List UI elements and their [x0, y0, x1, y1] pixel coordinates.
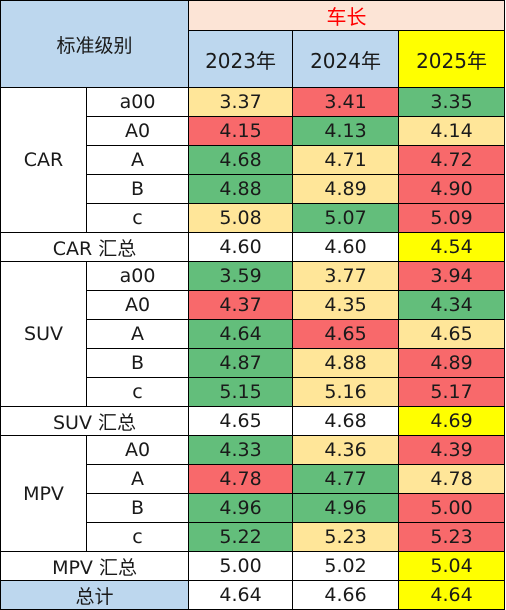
table-row: c 5.22 5.23 5.23 [1, 522, 506, 552]
level-cell: c [85, 203, 190, 233]
value-cell: 4.90 [398, 174, 506, 204]
level-cell: A0 [85, 290, 190, 320]
year-header-2025: 2025年 [398, 30, 506, 88]
value-cell: 5.00 [398, 493, 506, 523]
value-cell: 4.71 [292, 145, 400, 175]
summary-value-cell: 4.65 [188, 406, 294, 436]
value-cell: 5.17 [398, 377, 506, 407]
summary-value-cell: 5.00 [188, 551, 294, 581]
value-cell: 5.23 [292, 522, 400, 552]
table-row: MPV A0 4.33 4.36 4.39 [0, 435, 506, 552]
value-cell: 4.72 [398, 145, 506, 175]
value-cell: 4.78 [188, 464, 294, 494]
level-cell: A [85, 464, 190, 494]
table-row: A 4.78 4.77 4.78 [1, 464, 506, 494]
value-cell: 4.87 [188, 348, 294, 378]
total-value-cell: 4.64 [398, 580, 506, 610]
level-cell: B [85, 493, 190, 523]
summary-row: CAR 汇总 4.60 4.60 4.54 [0, 232, 506, 262]
summary-value-cell: 4.69 [398, 406, 506, 436]
summary-value-cell: 4.54 [398, 232, 506, 262]
summary-value-cell: 4.68 [292, 406, 400, 436]
table-row: SUV a00 3.59 3.77 3.94 [0, 261, 506, 407]
value-cell: 4.88 [188, 174, 294, 204]
total-value-cell: 4.64 [188, 580, 294, 610]
summary-value-cell: 5.02 [292, 551, 400, 581]
year-header-2023: 2023年 [188, 30, 294, 88]
value-cell: 4.34 [398, 290, 506, 320]
value-cell: 3.59 [188, 261, 294, 291]
value-cell: 5.08 [188, 203, 294, 233]
value-cell: 4.77 [292, 464, 400, 494]
level-cell: c [85, 522, 190, 552]
table-row: c 5.15 5.16 5.17 [1, 377, 506, 407]
value-cell: 4.37 [188, 290, 294, 320]
value-cell: 5.23 [398, 522, 506, 552]
level-cell: a00 [85, 261, 190, 291]
table-row: A 4.68 4.71 4.72 [1, 145, 506, 175]
summary-label: CAR 汇总 [0, 232, 190, 262]
value-cell: 4.89 [292, 174, 400, 204]
level-cell: A [85, 145, 190, 175]
value-cell: 5.09 [398, 203, 506, 233]
summary-label: MPV 汇总 [0, 551, 190, 581]
summary-row: SUV 汇总 4.65 4.68 4.69 [0, 406, 506, 436]
value-cell: 4.65 [398, 319, 506, 349]
total-value-cell: 4.66 [292, 580, 400, 610]
table-row: CAR a00 3.37 3.41 3.35 [0, 87, 506, 233]
value-cell: 5.15 [188, 377, 294, 407]
value-cell: 4.15 [188, 116, 294, 146]
value-cell: 4.64 [188, 319, 294, 349]
value-cell: 4.14 [398, 116, 506, 146]
level-cell: B [85, 348, 190, 378]
value-cell: 4.33 [188, 435, 294, 465]
value-cell: 4.89 [398, 348, 506, 378]
level-cell: a00 [85, 87, 190, 117]
level-cell: A [85, 319, 190, 349]
value-cell: 4.78 [398, 464, 506, 494]
summary-row: MPV 汇总 5.00 5.02 5.04 [0, 551, 506, 581]
value-cell: 4.96 [292, 493, 400, 523]
value-cell: 4.35 [292, 290, 400, 320]
value-cell: 4.88 [292, 348, 400, 378]
total-label: 总计 [0, 580, 190, 610]
table-row: c 5.08 5.07 5.09 [1, 203, 506, 233]
summary-label: SUV 汇总 [0, 406, 190, 436]
value-cell: 4.36 [292, 435, 400, 465]
summary-value-cell: 4.60 [292, 232, 400, 262]
value-cell: 4.68 [188, 145, 294, 175]
value-cell: 4.65 [292, 319, 400, 349]
year-header-2024: 2024年 [292, 30, 400, 88]
total-row: 总计 4.64 4.66 4.64 [0, 580, 506, 610]
group-label-mpv: MPV [0, 435, 87, 552]
table-row: B 4.88 4.89 4.90 [1, 174, 506, 204]
value-cell: 5.22 [188, 522, 294, 552]
value-cell: 3.77 [292, 261, 400, 291]
value-cell: 3.35 [398, 87, 506, 117]
level-cell: A0 [85, 435, 190, 465]
level-cell: c [85, 377, 190, 407]
level-header: 标准级别 [0, 0, 190, 88]
table-row: A 4.64 4.65 4.65 [1, 319, 506, 349]
value-cell: 4.13 [292, 116, 400, 146]
summary-value-cell: 4.60 [188, 232, 294, 262]
group-label-car: CAR [0, 87, 87, 233]
value-cell: 5.16 [292, 377, 400, 407]
value-cell: 5.07 [292, 203, 400, 233]
value-cell: 4.96 [188, 493, 294, 523]
metric-header: 车长 [188, 0, 506, 31]
group-label-suv: SUV [0, 261, 87, 407]
level-cell: B [85, 174, 190, 204]
value-cell: 3.94 [398, 261, 506, 291]
value-cell: 3.37 [188, 87, 294, 117]
level-cell: A0 [85, 116, 190, 146]
table-row: A0 4.15 4.13 4.14 [1, 116, 506, 146]
value-cell: 3.41 [292, 87, 400, 117]
table-row: A0 4.37 4.35 4.34 [1, 290, 506, 320]
summary-value-cell: 5.04 [398, 551, 506, 581]
value-cell: 4.39 [398, 435, 506, 465]
